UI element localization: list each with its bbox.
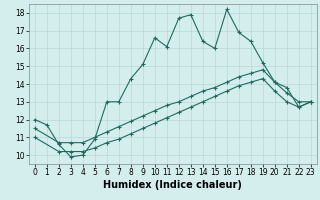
X-axis label: Humidex (Indice chaleur): Humidex (Indice chaleur) xyxy=(103,180,242,190)
